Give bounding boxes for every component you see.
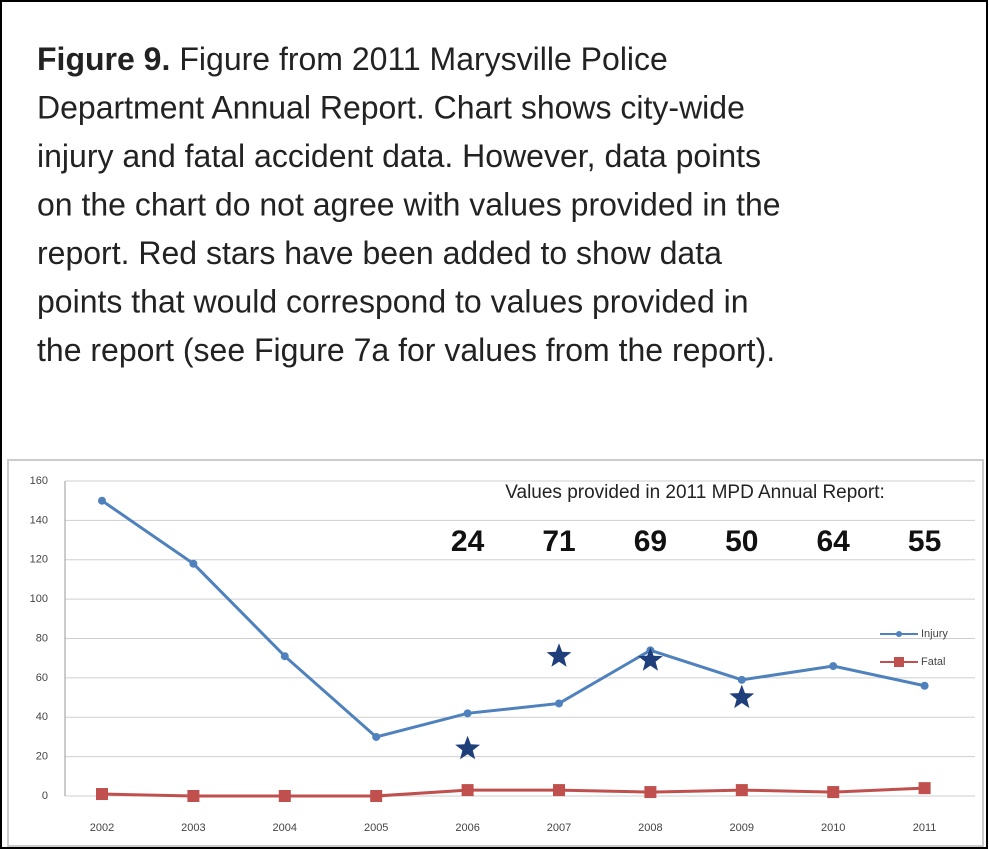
report-star [638,647,663,671]
point [827,786,840,799]
point [463,709,472,718]
point [735,784,748,797]
legend-label: Fatal [921,656,945,668]
caption-line: points that would correspond to values p… [37,284,749,320]
point [644,786,657,799]
x-tick-label: 2006 [455,822,479,834]
y-tick-label: 120 [30,554,48,566]
caption-text: Figure from 2011 Marysville Police [179,41,667,77]
caption-label: Figure 9. [37,41,170,77]
x-tick-label: 2004 [273,822,297,834]
y-tick-label: 0 [42,790,48,802]
y-tick-label: 140 [30,514,48,526]
point [96,788,108,801]
annotation-value: 50 [725,525,758,558]
chart-frame [7,459,984,847]
annotation-value: 71 [542,525,575,558]
report-star [546,643,572,667]
caption-line: on the chart do not agree with values pr… [37,187,781,223]
point [187,790,200,802]
caption-line: injury and fatal accident data. However,… [37,138,761,174]
x-tick-label: 2007 [547,822,571,834]
point [461,784,474,797]
annotation-value: 55 [908,525,941,558]
point [737,675,746,684]
point [553,784,565,797]
x-tick-label: 2011 [913,822,937,834]
legend-marker [896,631,902,637]
caption-text: on the chart do not agree with values pr… [37,187,781,223]
annotation-value: 69 [634,525,667,558]
caption-text: injury and fatal accident data. However,… [37,138,761,174]
x-tick-label: 2008 [638,822,662,834]
legend-marker [894,657,904,667]
y-tick-label: 80 [36,632,48,644]
y-tick-label: 160 [30,475,48,487]
caption-line: the report (see Figure 7a for values fro… [37,332,775,368]
x-tick-label: 2010 [821,822,845,834]
point [372,732,381,741]
caption-line: Department Annual Report. Chart shows ci… [37,90,745,126]
annotation-title: Values provided in 2011 MPD Annual Repor… [505,482,885,503]
caption-text: report. Red stars have been added to sho… [37,235,722,271]
x-tick-label: 2003 [181,822,205,834]
x-tick-label: 2005 [364,822,388,834]
series-line [101,786,925,798]
annotation-value: 64 [817,525,851,558]
legend-label: Injury [921,628,948,640]
caption-text: Department Annual Report. Chart shows ci… [37,90,745,126]
annotation-value: 24 [451,525,485,558]
caption: Figure 9. Figure from 2011 Marysville Pol… [37,41,781,368]
report-star [729,684,755,709]
series-line [101,499,925,739]
y-tick-label: 20 [36,751,48,763]
report-star [455,735,480,760]
point [555,699,563,708]
caption-text: points that would correspond to values p… [37,284,749,320]
x-tick-label: 2009 [730,822,754,834]
point [920,681,929,690]
x-tick-label: 2002 [90,822,114,834]
y-tick-label: 40 [36,711,48,723]
point [189,559,198,568]
caption-text: the report (see Figure 7a for values fro… [37,332,775,368]
point [280,652,289,661]
point [98,496,106,505]
y-tick-label: 60 [36,672,48,684]
point [278,790,291,802]
caption-line: report. Red stars have been added to sho… [37,235,722,271]
point [370,790,383,802]
point [918,782,931,795]
point [829,662,838,671]
caption-line: Figure 9. Figure from 2011 Marysville Pol… [37,41,668,77]
y-tick-label: 100 [30,593,48,605]
